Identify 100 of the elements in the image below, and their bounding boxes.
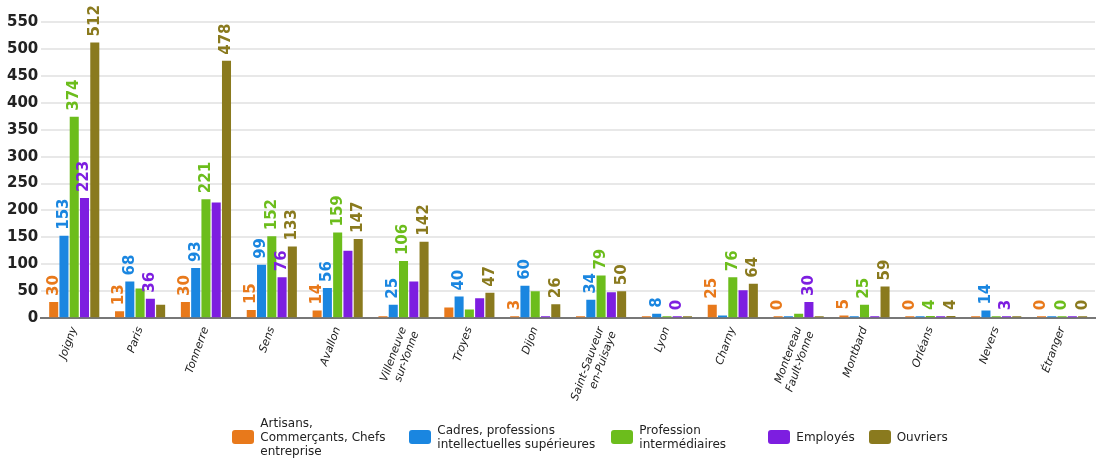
data-label: 0	[767, 299, 786, 311]
data-label: 147	[348, 201, 367, 233]
x-tick-label: Sens	[256, 324, 278, 355]
data-label: 14	[975, 283, 994, 305]
bar	[748, 283, 758, 318]
data-label: 79	[590, 248, 609, 270]
y-tick-label: 550	[7, 11, 39, 30]
bar	[596, 275, 606, 318]
data-label: 133	[282, 209, 301, 241]
data-label: 14	[307, 283, 325, 305]
data-label: 76	[722, 250, 741, 272]
bar	[728, 277, 738, 318]
y-tick-label: 350	[7, 119, 39, 138]
bar	[551, 304, 561, 318]
bar	[388, 304, 398, 318]
data-label: 47	[479, 265, 498, 287]
bar	[90, 42, 100, 318]
data-label: 13	[109, 284, 128, 306]
data-label: 0	[1072, 299, 1091, 311]
bar	[277, 277, 287, 318]
legend-label: Employés	[796, 430, 855, 444]
bar	[464, 309, 474, 318]
data-label: 15	[241, 283, 260, 305]
y-tick-label: 250	[7, 173, 39, 192]
bar	[191, 268, 201, 318]
bar	[586, 299, 596, 318]
bar	[246, 310, 256, 318]
data-label: 76	[271, 250, 290, 272]
data-label: 4	[920, 299, 939, 310]
bar	[530, 291, 540, 318]
data-label: 159	[327, 195, 346, 227]
y-tick-label: 400	[7, 92, 39, 111]
bar	[880, 286, 890, 318]
data-label: 3	[504, 299, 523, 311]
data-label: 25	[702, 277, 721, 299]
data-label: 512	[84, 5, 103, 37]
data-label: 30	[175, 275, 194, 296]
bar	[707, 304, 717, 318]
data-label: 30	[798, 275, 817, 296]
bar	[353, 238, 363, 318]
bar	[738, 290, 748, 318]
data-label: 153	[53, 198, 72, 230]
bar	[485, 292, 495, 318]
y-tick-label: 500	[7, 38, 39, 57]
data-label: 4	[940, 299, 959, 310]
data-label: 142	[413, 204, 432, 236]
bar	[145, 298, 155, 318]
data-label: 8	[646, 297, 665, 308]
legend-label: Ouvriers	[896, 430, 948, 444]
data-label: 374	[64, 79, 83, 111]
bar	[652, 313, 662, 318]
data-label: 36	[140, 271, 159, 293]
bar	[399, 261, 409, 318]
data-label: 68	[119, 254, 138, 276]
bar	[617, 291, 627, 318]
data-label: 59	[874, 259, 893, 281]
x-tick-label: Lyon	[651, 324, 673, 354]
bar	[287, 246, 297, 318]
data-label: 50	[611, 264, 630, 286]
bar	[454, 296, 464, 318]
data-label: 152	[261, 198, 280, 231]
data-label: 30	[43, 275, 62, 296]
data-label: 5	[833, 299, 852, 310]
bar	[257, 264, 267, 318]
x-tick-label: Joigny	[55, 324, 80, 363]
bar	[79, 198, 90, 318]
data-label: 223	[74, 160, 93, 193]
data-label: 60	[514, 258, 533, 280]
y-tick-label: 100	[7, 254, 39, 273]
x-tick-label: Dijon	[518, 324, 541, 356]
data-label: 93	[185, 241, 204, 263]
bar	[125, 281, 135, 318]
bar	[520, 285, 530, 318]
data-label: 64	[743, 256, 762, 278]
bar	[804, 301, 814, 318]
bar	[444, 307, 454, 318]
legend-label: Cadres, professions intellectuelles supérieures	[437, 423, 597, 451]
data-label: 0	[1051, 299, 1070, 311]
data-label: 478	[216, 23, 235, 55]
data-label: 221	[195, 161, 214, 194]
legend-label: Artisans, Commerçants, Chefs entreprise	[260, 416, 387, 458]
data-label: 106	[393, 223, 412, 256]
x-tick-label: Paris	[124, 324, 146, 355]
bar	[333, 232, 343, 318]
bar	[180, 301, 190, 318]
data-label: 25	[383, 277, 402, 299]
y-tick-label: 450	[7, 65, 39, 84]
y-tick-label: 150	[7, 227, 39, 246]
data-label: 3	[996, 299, 1015, 311]
bar	[312, 310, 322, 318]
bar	[981, 310, 991, 318]
data-label: 40	[448, 269, 467, 291]
data-label: 25	[854, 277, 873, 299]
bar	[322, 287, 332, 318]
data-label: 0	[899, 299, 918, 311]
y-tick-label: 200	[7, 200, 39, 219]
bar	[794, 313, 804, 318]
bar	[221, 60, 232, 318]
legend-label: Profession intermédiaires	[639, 423, 728, 451]
data-label: 0	[667, 299, 686, 311]
